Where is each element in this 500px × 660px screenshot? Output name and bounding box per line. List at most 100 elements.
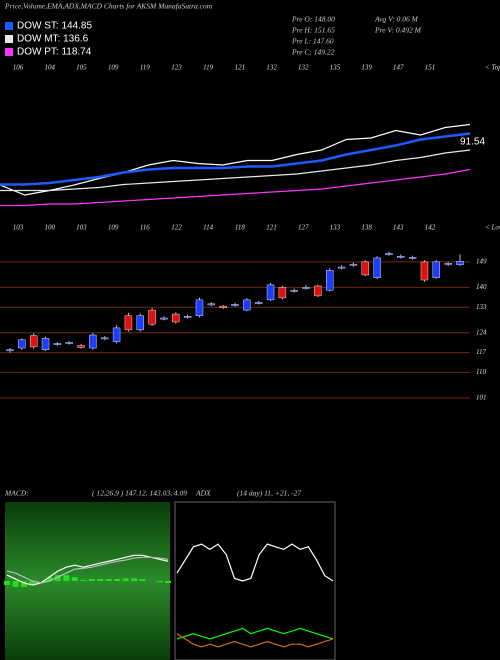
line-series xyxy=(6,556,169,584)
low-label: 118 xyxy=(235,224,245,232)
candle-body xyxy=(290,290,298,292)
candle-body xyxy=(41,338,50,350)
candle-body xyxy=(18,339,26,349)
top-label: 135 xyxy=(330,64,341,72)
candle-body xyxy=(172,313,180,323)
line-series xyxy=(176,633,334,648)
low-label: 100 xyxy=(44,224,55,232)
top-label: 139 xyxy=(361,64,372,72)
annotation: 91.54 xyxy=(460,137,485,148)
candle-body xyxy=(124,315,133,331)
histogram-bar xyxy=(122,578,129,581)
candle-body xyxy=(326,270,334,291)
histogram-bar xyxy=(80,579,87,581)
candle-body xyxy=(160,317,168,320)
histogram-bar xyxy=(20,581,27,587)
line-series xyxy=(6,554,169,586)
top-label: 106 xyxy=(13,64,24,72)
y-tick-label: 140 xyxy=(476,283,487,291)
macd-title: MACD: xyxy=(4,489,29,498)
low-label: 103 xyxy=(76,224,87,232)
top-label: 123 xyxy=(171,64,182,72)
candle-body xyxy=(456,261,464,265)
top-label: 119 xyxy=(203,64,213,72)
macd-subtitle: ( 12,26,9 ) 147.12, 143.03, 4.09 xyxy=(92,489,187,498)
lows-label: < Lows xyxy=(485,224,500,232)
candle-body xyxy=(231,304,239,306)
candle-body xyxy=(314,285,322,297)
candle-body xyxy=(254,302,263,304)
histogram-bar xyxy=(156,581,163,583)
top-label: 147 xyxy=(393,64,404,72)
candle-body xyxy=(112,327,121,342)
top-label: 105 xyxy=(76,64,87,72)
candle-body xyxy=(29,335,38,348)
top-label: 104 xyxy=(44,64,55,72)
candle-body xyxy=(266,284,275,301)
low-label: 127 xyxy=(298,224,309,232)
top-label: 132 xyxy=(298,64,309,72)
candle-body xyxy=(101,337,109,340)
legend-entry: DOW PT: 118.74 xyxy=(17,47,92,58)
candle-body xyxy=(219,305,227,309)
histogram-bar xyxy=(63,575,70,581)
candle-body xyxy=(373,257,381,278)
histogram-bar xyxy=(29,581,36,585)
y-tick-label: 124 xyxy=(476,328,487,336)
candle-body xyxy=(148,309,156,325)
top-label: 132 xyxy=(266,64,277,72)
candle-body xyxy=(183,316,192,318)
candle-body xyxy=(89,334,97,349)
histogram-bar xyxy=(88,579,95,581)
legend-swatch xyxy=(5,35,13,43)
y-tick-label: 149 xyxy=(476,258,487,266)
line-series xyxy=(0,168,471,207)
candle-body xyxy=(136,315,144,331)
candle-body xyxy=(207,303,216,306)
legend-entry: DOW ST: 144.85 xyxy=(17,21,92,32)
low-label: 142 xyxy=(425,224,436,232)
low-label: 133 xyxy=(330,224,341,232)
low-label: 121 xyxy=(266,224,277,232)
tops-label: < Tops xyxy=(485,64,500,72)
line-series xyxy=(0,123,471,196)
candle-body xyxy=(408,257,417,259)
candle-body xyxy=(6,349,14,352)
candle-body xyxy=(65,342,73,344)
adx-title: ADX xyxy=(195,489,211,498)
candle-body xyxy=(278,287,287,299)
low-label: 138 xyxy=(361,224,372,232)
candle-body xyxy=(243,299,251,311)
adx-subtitle: (14 day) 11, +21, -27 xyxy=(237,489,301,498)
low-label: 114 xyxy=(203,224,213,232)
legend-swatch xyxy=(5,48,13,56)
candle-body xyxy=(385,253,393,255)
top-label: 151 xyxy=(425,64,436,72)
y-tick-label: 110 xyxy=(476,368,486,376)
low-label: 122 xyxy=(171,224,182,232)
low-label: 103 xyxy=(13,224,24,232)
candle-body xyxy=(397,256,405,258)
candle-body xyxy=(53,343,62,345)
candle-body xyxy=(337,266,346,269)
histogram-bar xyxy=(114,579,121,581)
histogram-bar xyxy=(54,575,61,581)
histogram-bar xyxy=(131,578,138,581)
candle-body xyxy=(349,263,358,266)
top-label: 119 xyxy=(140,64,150,72)
page-title: Price,Volume,EMA,ADX,MACD Charts for AKS… xyxy=(4,2,213,11)
low-label: 143 xyxy=(393,224,404,232)
candle-body xyxy=(444,263,452,265)
histogram-bar xyxy=(139,579,146,581)
low-label: 109 xyxy=(108,224,119,232)
histogram-bar xyxy=(165,581,171,583)
legend-entry: DOW MT: 136.6 xyxy=(17,34,89,45)
candle-body xyxy=(361,261,369,276)
adx-panel xyxy=(174,501,336,660)
histogram-bar xyxy=(12,581,19,587)
stat: Pre V: 0.492 M xyxy=(374,26,422,35)
line-series xyxy=(0,132,471,186)
candle-body xyxy=(195,299,204,316)
candle-body xyxy=(432,261,441,278)
